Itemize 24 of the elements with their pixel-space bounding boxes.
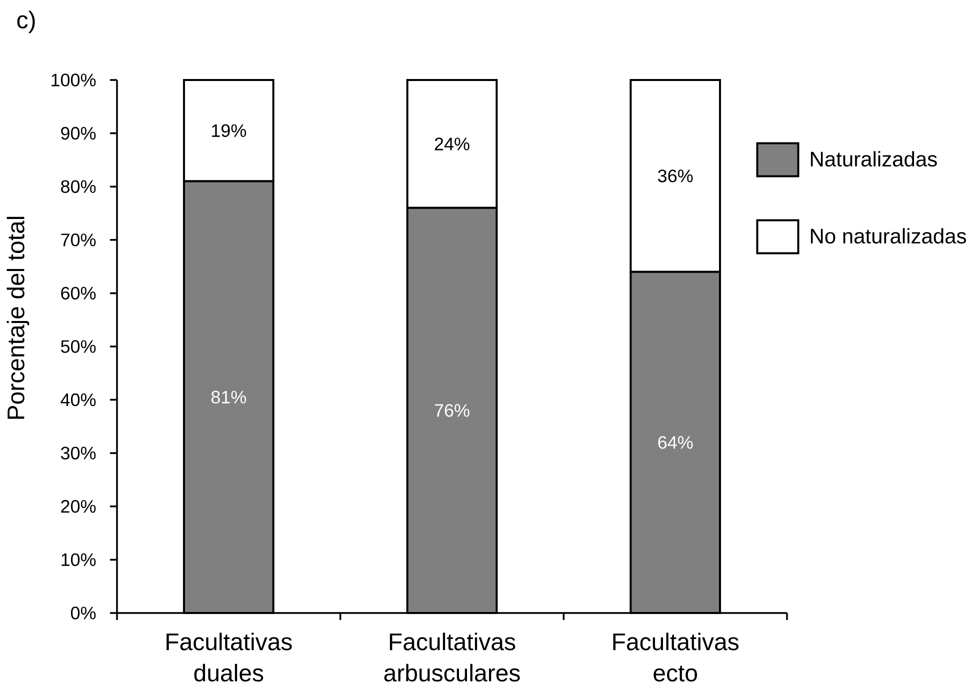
y-tick-label: 0% bbox=[70, 606, 96, 620]
y-tick-label: 90% bbox=[61, 126, 96, 140]
y-tick-label: 50% bbox=[60, 340, 96, 353]
y-tick-label: 60% bbox=[61, 286, 96, 300]
data-label: 36% bbox=[658, 170, 693, 182]
data-label: 64% bbox=[658, 436, 693, 449]
data-label: 24% bbox=[434, 138, 470, 150]
y-tick-label: 100% bbox=[52, 74, 96, 86]
y-tick-label: 20% bbox=[61, 500, 96, 513]
data-label: 76% bbox=[434, 404, 470, 417]
legend-label: No naturalizadas bbox=[810, 228, 966, 244]
x-tick-label: Facultativas arbusculares bbox=[384, 632, 520, 682]
chart-title: c) bbox=[17, 10, 35, 34]
data-label: 81% bbox=[211, 390, 246, 404]
y-tick-label: 30% bbox=[60, 446, 96, 460]
y-tick-label: 80% bbox=[61, 180, 96, 193]
data-label: 19% bbox=[212, 124, 246, 137]
y-tick-label: 70% bbox=[61, 234, 96, 246]
y-axis-title: Porcentaje del total bbox=[6, 216, 30, 419]
y-tick-label: 10% bbox=[62, 553, 96, 566]
y-tick-label: 40% bbox=[60, 393, 96, 406]
legend-label: Naturalizadas bbox=[810, 151, 937, 167]
x-tick-label: Facultativas duales bbox=[166, 632, 292, 682]
x-tick-label: Facultativas ecto bbox=[613, 632, 738, 682]
